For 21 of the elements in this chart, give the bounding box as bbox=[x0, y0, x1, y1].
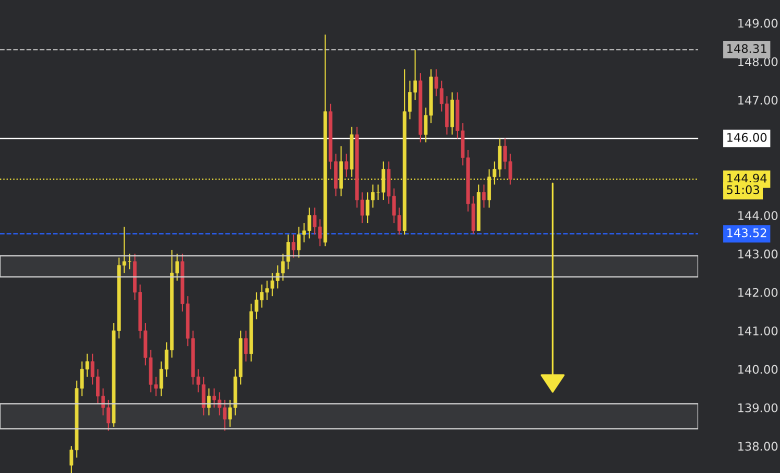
y-tick-label: 142.00 bbox=[738, 288, 778, 297]
candlestick bbox=[128, 253, 132, 270]
candlestick bbox=[207, 388, 211, 416]
y-tick-label: 140.00 bbox=[738, 364, 778, 374]
y-tick-label: 148.00 bbox=[738, 57, 778, 66]
y-tick-label: 144.00 bbox=[738, 211, 778, 220]
candlestick bbox=[292, 234, 296, 258]
ref-line-label: 143.52 bbox=[727, 228, 766, 238]
candlestick bbox=[482, 184, 486, 208]
candlestick bbox=[244, 330, 248, 362]
y-tick-label: 141.00 bbox=[738, 326, 778, 336]
y-tick-label: 138.00 bbox=[738, 442, 778, 451]
candlestick bbox=[344, 153, 348, 178]
ref-line-label: 148.31 bbox=[727, 44, 766, 54]
y-tick-label: 149.00 bbox=[738, 18, 778, 28]
y-tick-label: 139.00 bbox=[738, 403, 778, 412]
text: 51:03 bbox=[726, 185, 760, 194]
y-tick-label: 143.00 bbox=[738, 250, 778, 258]
ref-line-label: 144.94 bbox=[727, 174, 767, 183]
y-tick-label: 147.00 bbox=[738, 96, 778, 105]
ref-line-label: 146.00 bbox=[727, 132, 767, 142]
